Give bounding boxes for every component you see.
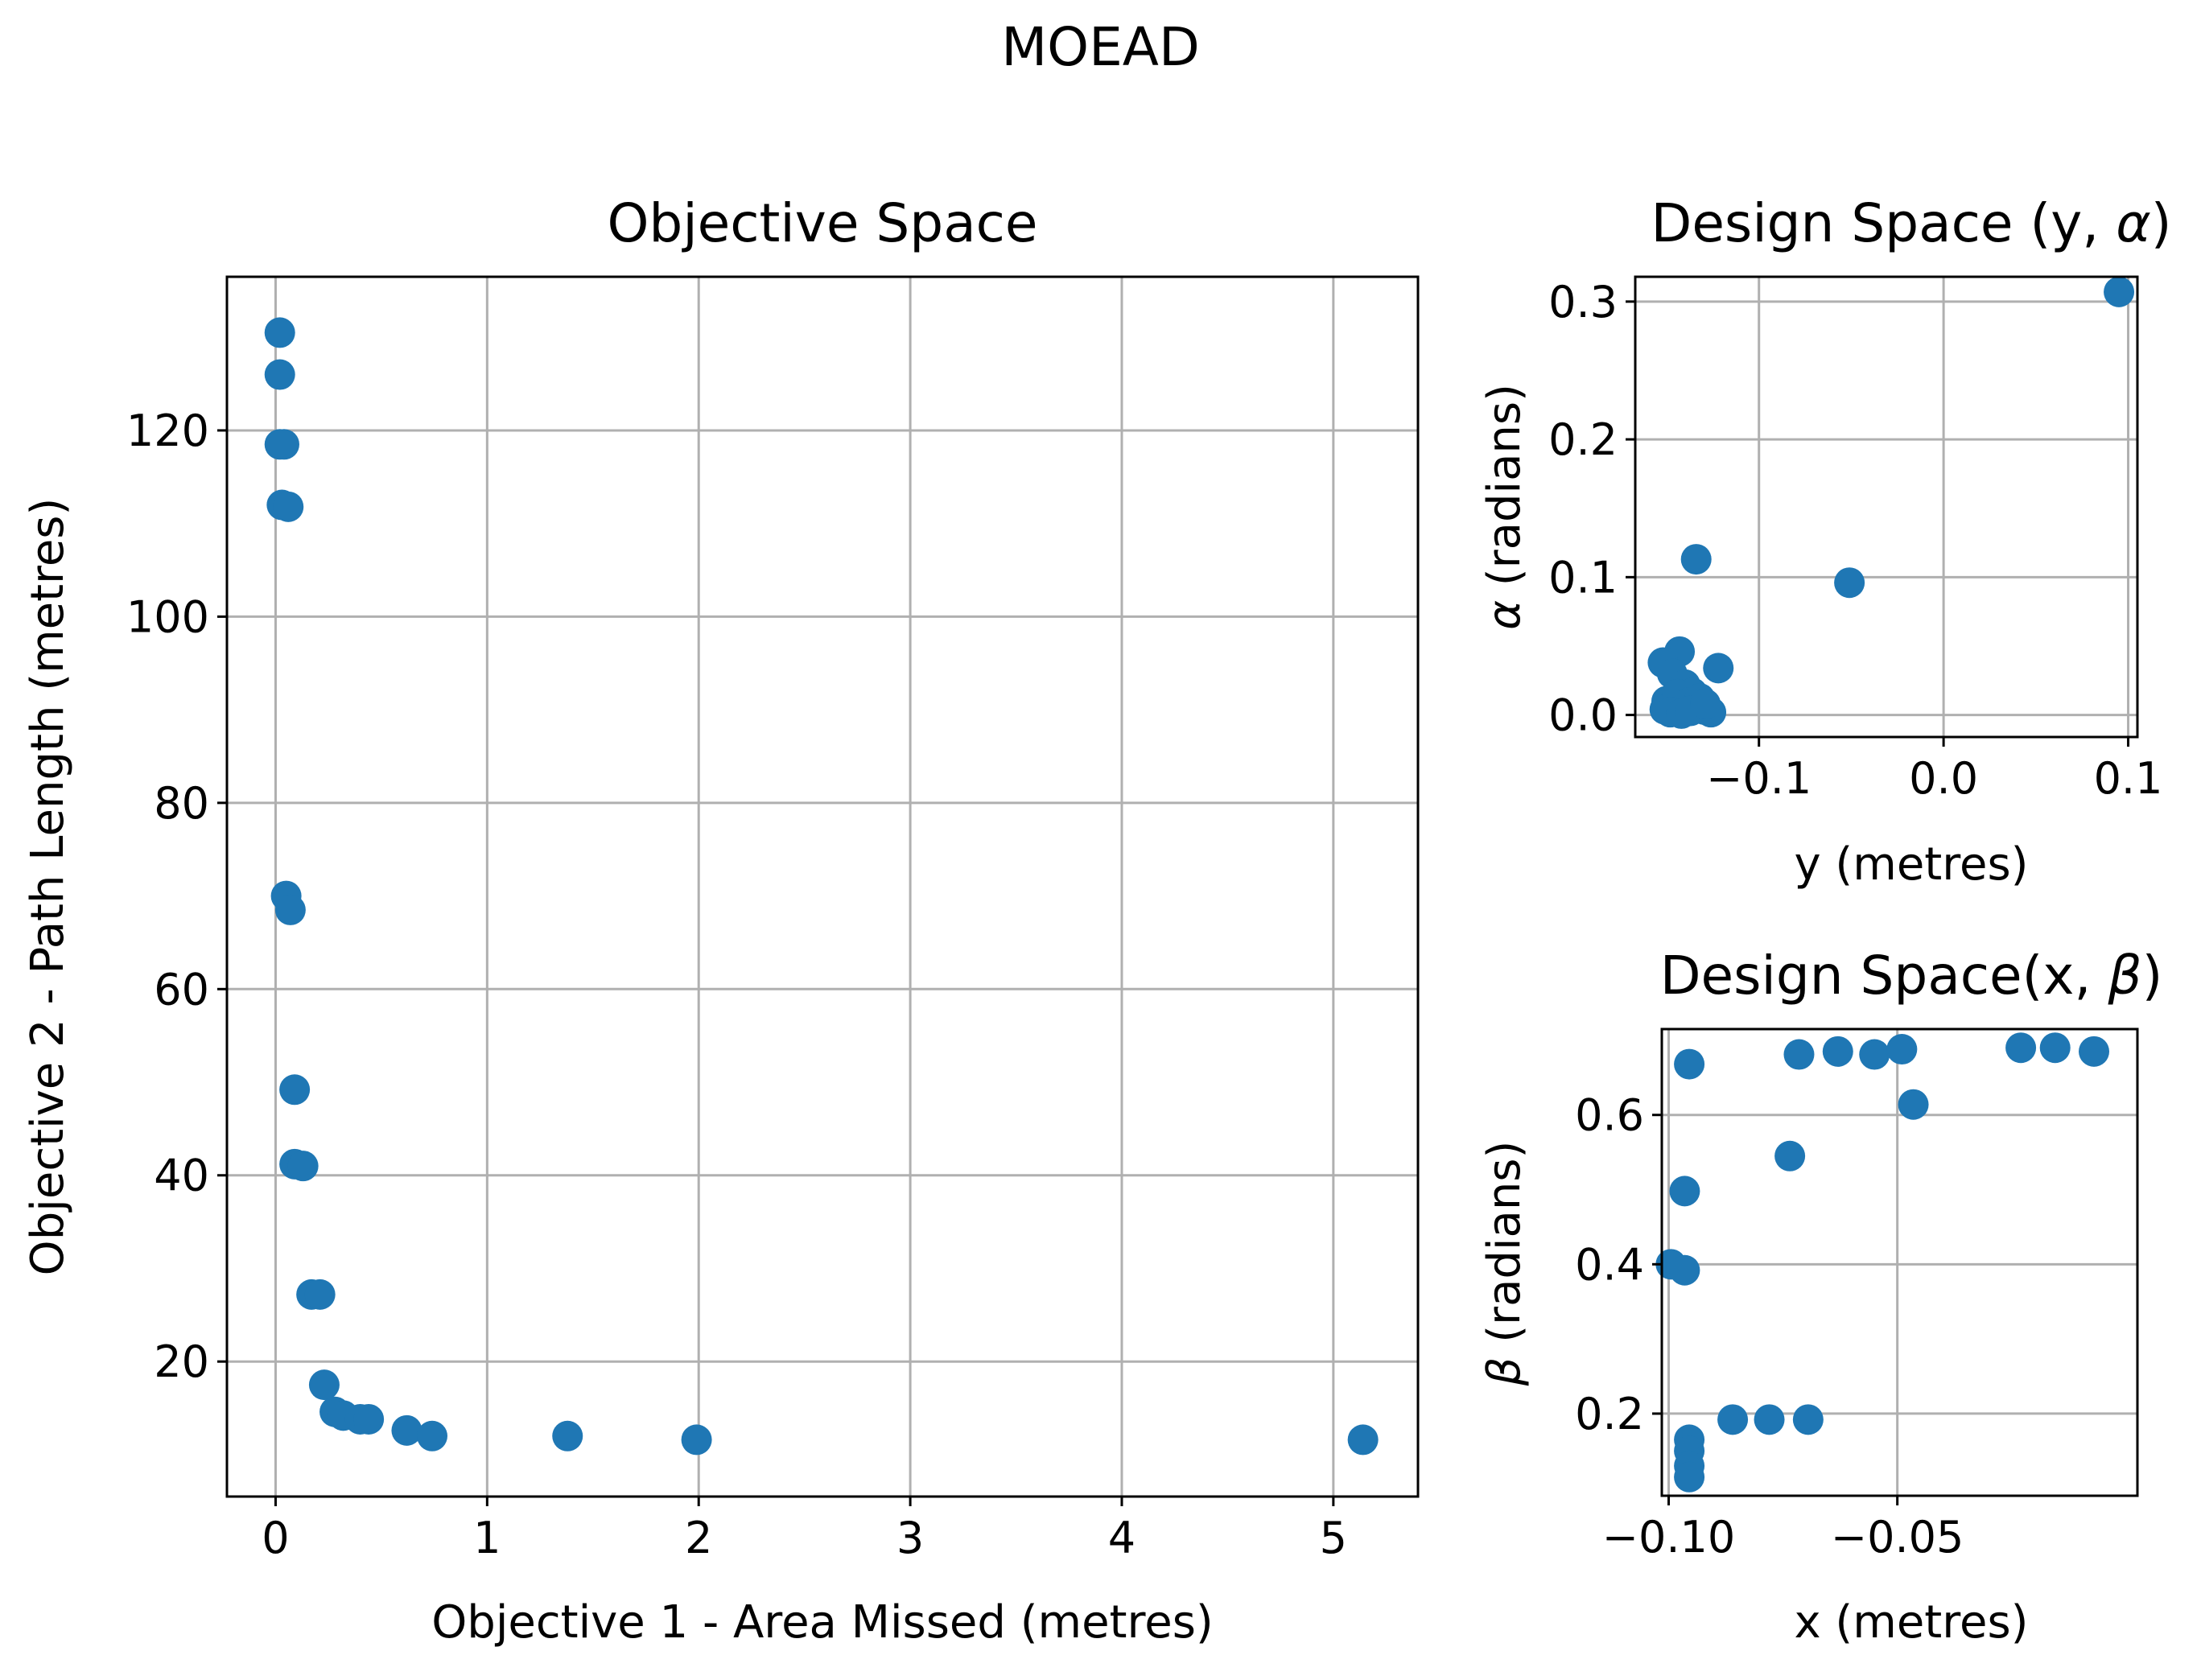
- scatter-point: [268, 429, 299, 460]
- y-tick-label: 0.6: [1575, 1090, 1644, 1141]
- scatter-point: [287, 1151, 319, 1182]
- scatter-point: [264, 317, 295, 348]
- scatter-point: [552, 1420, 583, 1451]
- scatter-point: [1669, 1176, 1700, 1207]
- scatter-point: [1783, 1039, 1815, 1070]
- scatter-points: [264, 317, 1379, 1456]
- figure-title: MOEAD: [1001, 16, 1200, 78]
- x-tick-label: 0.0: [1909, 753, 1978, 804]
- scatter-point: [1703, 653, 1734, 684]
- axis-ticks: −0.1 0.0 0.1 0.0 0.1 0.2 0.3: [1548, 277, 2162, 804]
- x-tick-label: 4: [1108, 1513, 1136, 1563]
- scatter-point: [1886, 1034, 1918, 1065]
- y-tick-label: 0.3: [1548, 277, 1618, 327]
- x-axis-label: y (metres): [1794, 838, 2028, 891]
- y-axis-label: α (radians): [1478, 384, 1531, 630]
- axes-frame: [1660, 1027, 2139, 1497]
- x-tick-label: 0.1: [2094, 753, 2163, 804]
- x-tick-label: 2: [685, 1513, 712, 1563]
- axes-frame: [1634, 275, 2139, 739]
- scatter-point: [2104, 276, 2135, 307]
- x-tick-label: −0.1: [1706, 753, 1811, 804]
- scatter-point: [273, 491, 304, 522]
- scatter-point: [1680, 544, 1712, 575]
- y-tick-label: 40: [154, 1151, 209, 1201]
- grid-lines: [227, 277, 1418, 1497]
- scatter-point: [681, 1424, 712, 1456]
- x-tick-label: −0.10: [1602, 1512, 1735, 1563]
- objective-space-chart: 0 1 2 3 4 5 20 40 60 80 100 120 Objective Space Obj…: [22, 192, 1420, 1649]
- scatter-point: [2039, 1032, 2071, 1064]
- y-tick-label: 80: [154, 778, 209, 829]
- y-tick-label: 0.2: [1575, 1389, 1644, 1439]
- x-tick-label: 0: [262, 1513, 289, 1563]
- y-axis-label: Objective 2 - Path Length (metres): [22, 498, 74, 1276]
- scatter-point: [1774, 1140, 1806, 1171]
- x-tick-label: 3: [896, 1513, 924, 1563]
- plot-area: [227, 277, 1418, 1497]
- scatter-point: [1859, 1039, 1890, 1070]
- x-tick-label: 1: [473, 1513, 501, 1563]
- x-tick-label: −0.05: [1831, 1512, 1964, 1563]
- scatter-points: [1647, 276, 2135, 729]
- scatter-point: [274, 894, 306, 925]
- scatter-point: [1690, 688, 1721, 719]
- scatter-point: [353, 1403, 385, 1435]
- scatter-point: [391, 1414, 422, 1446]
- scatter-point: [1674, 1461, 1705, 1493]
- axis-ticks: −0.10 −0.05 0.2 0.4 0.6: [1575, 1090, 1964, 1563]
- scatter-point: [2005, 1032, 2037, 1064]
- scatter-point: [416, 1420, 447, 1451]
- scatter-point: [2079, 1036, 2110, 1067]
- y-tick-label: 0.0: [1548, 690, 1618, 741]
- scatter-points: [1655, 1032, 2110, 1493]
- chart-title: Objective Space: [607, 192, 1037, 254]
- y-tick-label: 20: [154, 1336, 209, 1387]
- scatter-point: [308, 1369, 340, 1401]
- scatter-point: [1347, 1424, 1379, 1456]
- y-tick-label: 0.2: [1548, 414, 1618, 465]
- axis-ticks: 0 1 2 3 4 5 20 40 60 80 100 120: [126, 406, 1347, 1563]
- scatter-point: [279, 1074, 311, 1106]
- scatter-point: [1717, 1404, 1749, 1435]
- y-tick-label: 60: [154, 964, 209, 1015]
- x-axis-label: x (metres): [1794, 1596, 2028, 1649]
- scatter-point: [1822, 1036, 1853, 1067]
- scatter-point: [1792, 1404, 1824, 1435]
- chart-title: Design Space (y, α): [1651, 192, 2172, 254]
- design-space-x-beta-chart: −0.10 −0.05 0.2 0.4 0.6 Design Space(x, β) x…: [1478, 945, 2162, 1649]
- x-tick-label: 5: [1320, 1513, 1347, 1563]
- y-tick-label: 0.1: [1548, 552, 1618, 603]
- scatter-point: [1674, 1048, 1705, 1080]
- scatter-point: [264, 359, 295, 390]
- y-tick-label: 100: [126, 591, 209, 642]
- scatter-point: [304, 1279, 336, 1310]
- y-tick-label: 0.4: [1575, 1239, 1644, 1290]
- axes-frame: [225, 275, 1420, 1498]
- scatter-point: [1669, 1254, 1700, 1286]
- y-tick-label: 120: [126, 406, 209, 456]
- scatter-point: [1754, 1404, 1785, 1435]
- scatter-point: [1834, 567, 1865, 599]
- scatter-point: [1898, 1089, 1929, 1120]
- chart-title: Design Space(x, β): [1660, 945, 2163, 1007]
- design-space-y-alpha-chart: −0.1 0.0 0.1 0.0 0.1 0.2 0.3 Design Space (y, …: [1478, 192, 2172, 891]
- x-axis-label: Objective 1 - Area Missed (metres): [431, 1596, 1214, 1649]
- y-axis-label: β (radians): [1478, 1141, 1531, 1387]
